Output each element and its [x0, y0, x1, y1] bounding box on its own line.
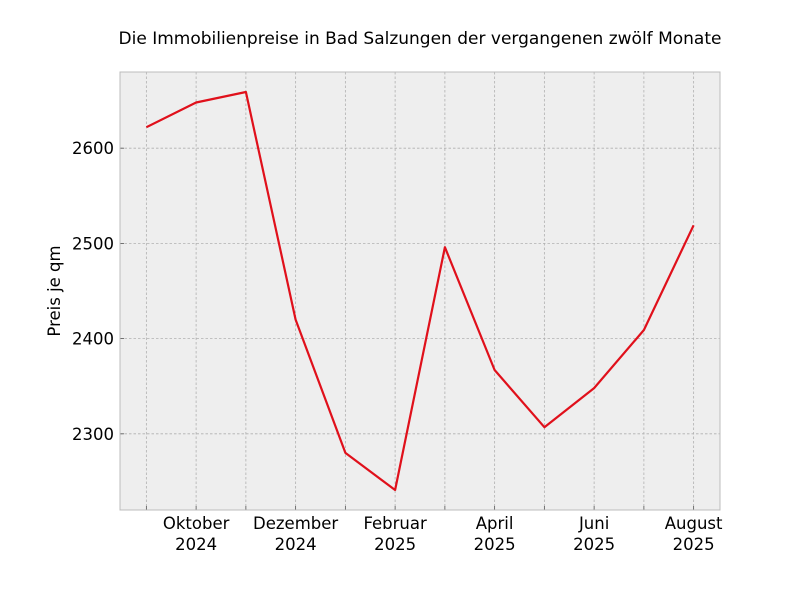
y-tick-label: 2500 — [72, 234, 114, 253]
x-tick-label-year: 2025 — [673, 535, 715, 554]
plot-frame — [119, 71, 721, 511]
series-line — [145, 90, 695, 492]
x-tick-label-month: Dezember — [253, 514, 338, 533]
x-tick-label-month: Februar — [363, 514, 427, 533]
y-tick-label: 2600 — [72, 139, 114, 158]
series — [145, 90, 695, 492]
x-tick-label-year: 2025 — [474, 535, 516, 554]
y-tick-label: 2400 — [72, 330, 114, 349]
x-tick-label-month: August — [665, 514, 723, 533]
x-tick-label-month: Juni — [578, 514, 609, 533]
x-tick-label-year: 2024 — [175, 535, 217, 554]
x-tick-label-year: 2025 — [374, 535, 416, 554]
plot-area — [120, 72, 720, 510]
y-axis-label: Preis je qm — [45, 245, 64, 336]
ticks: 2300 2400 2500 2600 Oktober 2024 Dezember 2024 F… — [72, 139, 723, 554]
y-tick-label: 2300 — [72, 425, 114, 444]
grid — [120, 72, 720, 510]
chart-title: Die Immobilienpreise in Bad Salzungen de… — [119, 29, 722, 49]
x-tick-label-month: April — [476, 514, 514, 533]
x-tick-label-year: 2024 — [275, 535, 317, 554]
x-tick-label-year: 2025 — [573, 535, 615, 554]
x-tick-label-month: Oktober — [163, 514, 230, 533]
